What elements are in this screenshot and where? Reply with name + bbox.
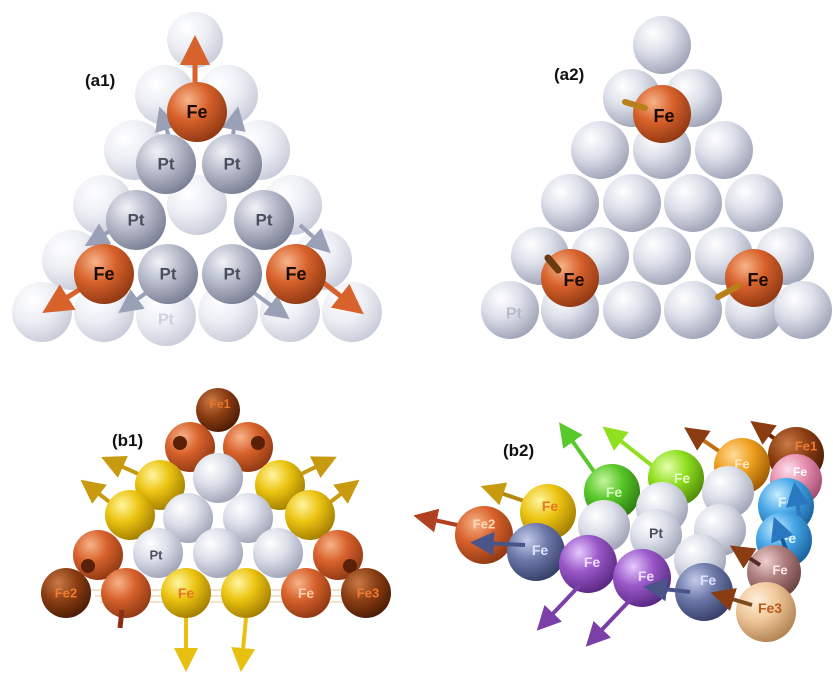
b2-fe-orange-label: Fe	[734, 457, 749, 472]
b2-arrow-violet1	[536, 583, 582, 631]
b1-fe-center-atom	[161, 568, 211, 618]
b1-yellow-atom-4	[285, 490, 335, 540]
b1-fe3-label: Fe3	[357, 586, 379, 601]
a1-pt-label-4: Pt	[256, 211, 273, 230]
b2-fe-violet1-atom	[559, 535, 617, 593]
b2-pt-label: Pt	[649, 525, 663, 541]
b1-pt-atom-3	[223, 493, 273, 543]
b2-fe2-atom	[455, 506, 513, 564]
b2-arrow-violet2	[585, 596, 634, 647]
a2-fe-left-spin	[544, 254, 562, 274]
b2-arrow-fe3	[710, 587, 753, 611]
b2-fe-mauve-label: Fe	[772, 563, 787, 578]
b2-fe2-label: Fe2	[473, 517, 495, 532]
b1-fe3-atom	[341, 568, 391, 618]
b2-fe-slate1-atom	[507, 523, 565, 581]
a1-pt-atom-5	[138, 244, 198, 304]
a1-fe-left-label: Fe	[93, 264, 114, 284]
b1-pt-atom-4	[133, 528, 183, 578]
b2-pt-atom	[630, 509, 682, 561]
a1-pt-atom-3	[106, 190, 166, 250]
b1-yellow-atom-3	[105, 490, 155, 540]
b2-arrow-slate1	[470, 531, 526, 556]
a1-fe-right-atom	[266, 244, 326, 304]
b2-fe-cyan-label: Fe	[778, 494, 795, 510]
b1-pt-atom-6	[253, 528, 303, 578]
b1-yellow-bottom	[221, 568, 271, 618]
b2-fe-pink-label: Fe	[793, 465, 807, 479]
b2-fe-lime-label: Fe	[674, 470, 691, 486]
b1-fe-bottom-1-spin	[117, 609, 125, 629]
b1-fe-center-label: Fe	[178, 585, 195, 601]
b1-fe-side-2-spin	[343, 559, 357, 573]
a1-pt-faded-label: Pt	[158, 312, 175, 329]
b2-fe-violet2-label: Fe	[638, 568, 655, 584]
a1-fe-right-label: Fe	[285, 264, 306, 284]
panel-label-a2: (a2)	[554, 65, 584, 84]
a1-pt-label-6: Pt	[224, 265, 241, 284]
panel-label-a1: (a1)	[85, 71, 115, 90]
a1-arrow-right	[318, 278, 364, 315]
a1-grey-arrow-4	[298, 223, 331, 254]
a2-fe-right-spin	[715, 283, 741, 300]
b2-arrow-slate2	[643, 577, 691, 602]
a1-pt-atom-6	[202, 244, 262, 304]
a1-pt-label-2: Pt	[224, 155, 241, 174]
a1-pt-atom-1	[136, 134, 196, 194]
a1-grey-arrow-6	[248, 288, 290, 320]
a2-fe-right-atom	[725, 249, 783, 307]
b1-fe2-label: Fe2	[55, 586, 77, 601]
panel-b2: Fe1 Fe Fe Fe Fe Pt Fe Fe2 Fe Fe Fe Fe	[413, 420, 824, 647]
b1-pt-atom-1	[193, 453, 243, 503]
a1-fe-top-atom	[167, 82, 227, 142]
b1-fe2-atom	[41, 568, 91, 618]
b2-fe3-atom	[736, 582, 796, 642]
b2-fe-green-label: Fe	[606, 484, 623, 500]
b1-pt-atom-2	[163, 493, 213, 543]
b1-fe-right-label: Fe	[298, 585, 315, 601]
b2-fe3-label: Fe3	[758, 600, 782, 616]
a1-pt-label-5: Pt	[160, 265, 177, 284]
a2-pt-faded-label: Pt	[506, 306, 523, 323]
a1-pt-label-3: Pt	[128, 211, 145, 230]
b2-fe-slate1-label: Fe	[532, 542, 549, 558]
b1-fe-brown-2-spin	[251, 436, 265, 450]
a1-fe-left-atom	[74, 244, 134, 304]
b1-fe-brown-2	[223, 422, 273, 472]
b1-pt-label: Pt	[150, 548, 164, 563]
a2-fe-left-label: Fe	[563, 270, 584, 290]
a2-fe-top-label: Fe	[653, 106, 674, 126]
a2-fe-right-label: Fe	[747, 270, 768, 290]
b2-fe1-label: Fe1	[795, 439, 817, 454]
b2-arrow-mauve	[729, 545, 762, 569]
a1-pt-atom-2	[202, 134, 262, 194]
b2-fe-slate2-label: Fe	[700, 572, 717, 588]
b1-fe-brown-1-spin	[173, 436, 187, 450]
b1-fe-right-atom	[281, 568, 331, 618]
panel-a1: Pt Fe Pt Pt Pt Pt Fe Pt Pt Fe (a1)	[12, 12, 382, 346]
b1-pt-atom-5	[193, 528, 243, 578]
b1-fe-bottom-1	[101, 568, 151, 618]
panel-a2: Pt Fe Fe Fe (a2)	[481, 16, 832, 339]
b1-fe1-label: Fe1	[210, 397, 231, 411]
a1-pt-label-1: Pt	[158, 155, 175, 174]
b2-fe-yellow-label: Fe	[542, 498, 559, 514]
panel-b1: Fe1 Pt Fe2 Fe Fe	[41, 388, 391, 672]
b1-arrow-down-2	[231, 617, 256, 672]
b2-arrow-cyan	[785, 482, 810, 521]
a2-fe-top-spin	[622, 99, 648, 111]
panel-label-b2: (b2)	[503, 441, 534, 460]
b1-fe1-atom	[196, 388, 240, 432]
b2-fe-violet1-label: Fe	[584, 554, 601, 570]
a1-pt-atom-4	[234, 190, 294, 250]
a2-fe-top-atom	[633, 85, 691, 143]
panel-label-b1: (b1)	[112, 431, 143, 450]
b1-fe-side-1-spin	[81, 559, 95, 573]
a1-fe-top-label: Fe	[186, 102, 207, 122]
